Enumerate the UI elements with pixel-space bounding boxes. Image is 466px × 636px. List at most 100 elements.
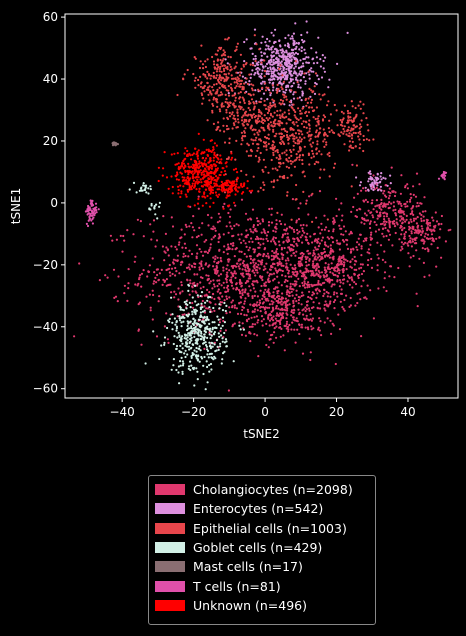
data-point [292, 93, 295, 96]
data-point [296, 81, 299, 84]
data-point [312, 262, 315, 265]
data-point [252, 175, 255, 178]
data-point [314, 72, 318, 75]
data-point [239, 258, 242, 261]
data-point [212, 201, 215, 204]
data-point [421, 231, 424, 234]
data-point [422, 242, 425, 245]
legend-entry: Enterocytes (n=542) [155, 499, 369, 518]
data-point [195, 367, 198, 370]
data-point [202, 138, 205, 141]
data-point [202, 372, 205, 376]
data-point [187, 345, 191, 348]
data-point [430, 233, 434, 236]
data-point [352, 117, 355, 120]
data-point [367, 177, 371, 180]
data-point [290, 85, 293, 88]
data-point [256, 281, 259, 284]
data-point [181, 347, 184, 350]
data-point [340, 131, 343, 134]
data-point [284, 91, 287, 94]
data-point [298, 96, 301, 99]
data-point [180, 192, 183, 195]
data-point [292, 248, 295, 251]
data-point [204, 263, 207, 266]
data-point [188, 169, 191, 172]
data-point [221, 59, 224, 62]
data-point [254, 323, 257, 326]
data-point [415, 292, 418, 295]
data-point [195, 244, 199, 247]
data-point [396, 200, 399, 203]
data-point [208, 370, 211, 373]
data-point [220, 158, 223, 161]
data-point [346, 31, 349, 34]
data-point [308, 290, 311, 293]
data-point [295, 198, 298, 201]
data-point [387, 191, 390, 194]
data-point [366, 200, 369, 204]
data-point [225, 281, 228, 284]
data-point [297, 107, 300, 110]
data-point [257, 160, 260, 163]
data-point [201, 222, 204, 225]
data-point [236, 190, 239, 193]
data-point [156, 268, 159, 271]
data-point [259, 305, 263, 309]
data-point [356, 292, 359, 295]
data-point [178, 350, 181, 353]
data-point [222, 233, 225, 236]
data-point [369, 220, 372, 223]
data-point [238, 238, 241, 241]
data-point [89, 208, 92, 211]
data-point [191, 153, 194, 156]
data-point [298, 154, 302, 157]
data-point [409, 200, 412, 203]
data-point [285, 227, 289, 230]
data-point [277, 62, 280, 65]
data-point [276, 312, 279, 315]
data-point [278, 89, 281, 92]
data-point [282, 72, 285, 75]
data-point [426, 229, 429, 232]
data-point [231, 180, 234, 183]
data-point [349, 144, 352, 147]
data-point [293, 123, 296, 126]
data-point [191, 313, 194, 316]
data-point [312, 70, 315, 73]
data-point [424, 247, 427, 251]
data-point [321, 282, 324, 285]
data-point [283, 55, 286, 58]
data-point [377, 188, 380, 191]
data-point [400, 241, 403, 244]
data-point [197, 132, 200, 135]
data-point [238, 290, 242, 293]
data-point [221, 186, 224, 189]
data-point [293, 268, 296, 271]
data-point [262, 66, 265, 69]
data-point [313, 258, 316, 261]
data-point [165, 278, 168, 281]
data-point [244, 281, 247, 285]
data-point [298, 285, 301, 288]
data-point [285, 51, 288, 54]
data-point [290, 314, 293, 317]
data-point [193, 172, 196, 175]
data-point [301, 281, 304, 285]
data-point [232, 117, 235, 120]
data-point [256, 120, 259, 124]
data-point [323, 133, 326, 136]
data-point [139, 187, 143, 190]
data-point [367, 129, 370, 132]
data-point [193, 185, 196, 188]
data-point [278, 258, 281, 261]
data-point [323, 250, 326, 254]
data-point [147, 270, 150, 273]
data-point [309, 137, 312, 140]
data-point [213, 172, 216, 176]
data-point [229, 208, 232, 211]
data-point [268, 40, 271, 43]
data-point [260, 231, 263, 234]
data-point [184, 164, 187, 167]
data-point [234, 120, 237, 123]
